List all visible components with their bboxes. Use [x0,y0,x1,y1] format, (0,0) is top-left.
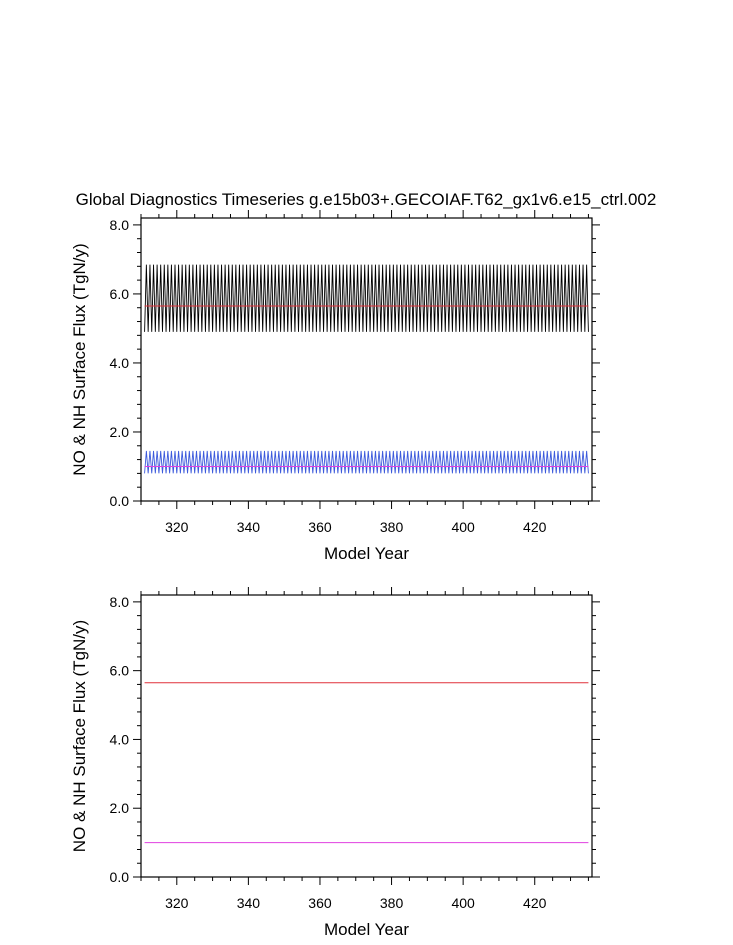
x-tick-label: 320 [165,519,189,535]
x-tick-label: 400 [451,895,475,911]
x-axis-title: Model Year [324,544,409,563]
x-tick-label: 400 [451,519,475,535]
x-tick-label: 340 [237,895,261,911]
y-tick-label: 8.0 [110,594,130,610]
y-tick-label: 6.0 [110,663,130,679]
x-tick-label: 340 [237,519,261,535]
top-panel: 320 340 360 380 400 420 0.0 2.0 4.0 6.0 8.0 Model Y… [70,210,600,563]
y-tick-label: 4.0 [110,731,130,747]
y-axis-title: NO & NH Surface Flux (TgN/y) [70,243,89,475]
x-tick-label: 420 [523,519,547,535]
x-tick-label: 320 [165,895,189,911]
y-tick-label: 4.0 [110,355,130,371]
series-line-black-series [144,264,589,332]
y-tick-label: 2.0 [110,800,130,816]
plot-frame [140,594,593,878]
y-tick-label: 0.0 [110,869,130,885]
chart-title: Global Diagnostics Timeseries g.e15b03+.… [76,190,657,209]
x-axis-title: Model Year [324,920,409,939]
x-tick-label: 380 [380,519,404,535]
y-tick-label: 2.0 [110,424,130,440]
y-tick-label: 0.0 [110,493,130,509]
x-tick-label: 360 [308,519,332,535]
x-tick-label: 420 [523,895,547,911]
bottom-panel: 320 340 360 380 400 420 0.0 2.0 4.0 6.0 8.0 Model Y… [70,587,600,939]
y-tick-label: 8.0 [110,217,130,233]
y-axis-title: NO & NH Surface Flux (TgN/y) [70,620,89,852]
y-tick-label: 6.0 [110,286,130,302]
x-tick-label: 360 [308,895,332,911]
x-tick-label: 380 [380,895,404,911]
plot-frame [140,217,593,502]
series-line-blue-series [144,450,589,474]
